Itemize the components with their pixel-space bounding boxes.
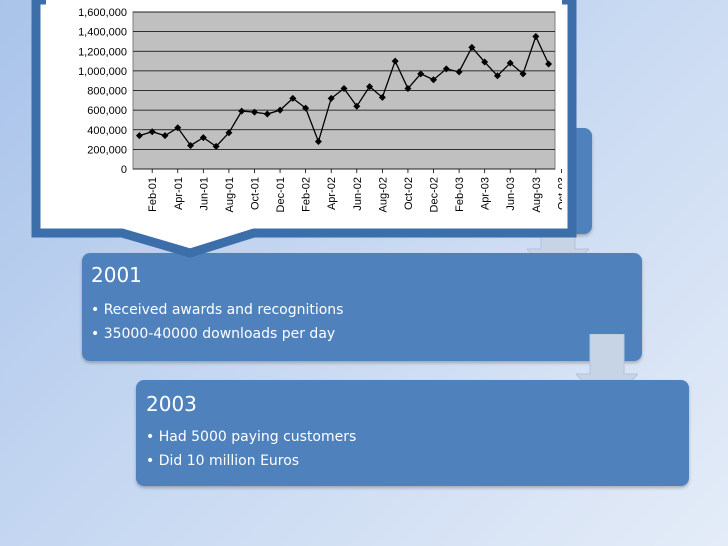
x-tick-label: Dec-01 — [275, 177, 287, 212]
x-tick-label: Jun-03 — [505, 177, 517, 211]
y-tick-label: 200,000 — [87, 144, 127, 156]
bullet-text: • Had 5000 paying customers — [146, 429, 357, 445]
timeline-panel-2001: 2001 • Received awards and recognitions … — [82, 253, 642, 361]
data-point — [276, 106, 284, 114]
data-point — [417, 70, 425, 78]
data-point — [314, 138, 322, 146]
data-point — [148, 128, 156, 136]
timeline-panel-2003: 2003 • Had 5000 paying customers • Did 1… — [136, 380, 689, 486]
data-point — [366, 83, 374, 91]
x-tick-label: Dec-02 — [429, 177, 441, 212]
x-tick-label: Aug-03 — [531, 177, 543, 212]
y-tick-label: 600,000 — [87, 105, 127, 117]
x-axis-tick-labels: Feb-01 Apr-01 Jun-01 Aug-01 Oct-01 Dec-01 Feb-… — [147, 169, 562, 212]
data-point — [135, 132, 143, 140]
data-point — [187, 141, 195, 149]
y-tick-label: 0 — [121, 164, 127, 176]
data-point — [353, 102, 361, 110]
data-point — [225, 129, 233, 137]
data-point — [468, 43, 476, 51]
year-heading: 2003 — [146, 392, 197, 416]
x-tick-label: Apr-03 — [480, 177, 492, 210]
data-point — [532, 33, 540, 41]
data-point — [481, 58, 489, 66]
data-point — [378, 93, 386, 101]
y-axis-tick-labels: 0 200,000 400,000 600,000 800,000 1,000,000 1,… — [78, 7, 127, 176]
bullet-text: • 35000-40000 downloads per day — [91, 326, 336, 342]
data-point — [430, 76, 438, 84]
data-point — [493, 72, 501, 80]
data-point — [442, 65, 450, 73]
data-point — [545, 60, 553, 68]
y-tick-label: 1,000,000 — [78, 66, 127, 78]
data-point — [161, 132, 169, 140]
x-tick-label: Aug-02 — [377, 177, 389, 212]
data-point — [391, 57, 399, 65]
data-point — [238, 107, 246, 115]
x-tick-label: Aug-01 — [224, 177, 236, 212]
x-tick-label: Oct-03 — [556, 177, 562, 210]
x-tick-label: Feb-03 — [454, 177, 466, 212]
data-point — [455, 68, 463, 76]
y-tick-label: 400,000 — [87, 125, 127, 137]
data-point — [327, 94, 335, 102]
x-tick-label: Oct-01 — [249, 177, 261, 210]
x-tick-label: Apr-02 — [326, 177, 338, 210]
y-tick-label: 1,200,000 — [78, 46, 127, 58]
data-point — [174, 124, 182, 132]
data-point — [250, 108, 258, 116]
bullet-text: • Did 10 million Euros — [146, 453, 300, 469]
y-tick-label: 800,000 — [87, 86, 127, 98]
x-tick-label: Jun-01 — [198, 177, 210, 211]
line-chart: 0 200,000 400,000 600,000 800,000 1,000,000 1,… — [78, 7, 562, 212]
series-data — [135, 33, 553, 150]
data-point — [340, 85, 348, 93]
x-tick-label: Oct-02 — [403, 177, 415, 210]
year-heading: 2001 — [91, 263, 142, 287]
y-tick-label: 1,400,000 — [78, 27, 127, 39]
data-point — [212, 142, 220, 150]
x-tick-label: Jun-02 — [352, 177, 364, 211]
data-point — [404, 85, 412, 93]
data-point — [506, 59, 514, 67]
data-point — [519, 70, 527, 78]
chart-container: 0 200,000 400,000 600,000 800,000 1,000,000 1,… — [46, 0, 562, 224]
bullet-text: • Received awards and recognitions — [91, 302, 344, 318]
data-point — [263, 110, 271, 118]
x-tick-label: Feb-02 — [301, 177, 313, 212]
data-point — [289, 94, 297, 102]
data-point — [302, 104, 310, 112]
y-tick-label: 1,600,000 — [78, 7, 127, 19]
x-tick-label: Feb-01 — [147, 177, 159, 212]
x-tick-label: Apr-01 — [173, 177, 185, 210]
data-point — [199, 134, 207, 142]
